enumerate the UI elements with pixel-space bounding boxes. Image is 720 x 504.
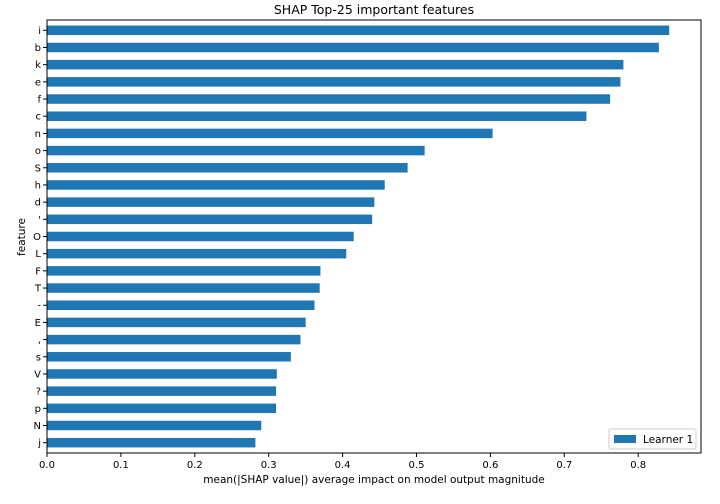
- y-tick-label: T: [34, 284, 42, 295]
- legend: Learner 1: [608, 428, 697, 450]
- bar-19: [47, 352, 291, 362]
- bar-20: [47, 369, 277, 379]
- bar-7: [47, 145, 425, 156]
- bar-4: [47, 94, 611, 104]
- legend-label: Learner 1: [643, 434, 693, 446]
- x-tick-label: 0.6: [482, 460, 498, 471]
- y-tick-label: F: [35, 266, 41, 277]
- y-tick-label: d: [35, 198, 41, 209]
- legend-swatch: [614, 435, 636, 443]
- bar-2: [47, 59, 624, 70]
- y-tick-label: E: [35, 318, 41, 329]
- x-axis-label: mean(|SHAP value|) average impact on mod…: [203, 474, 545, 486]
- bar-11: [47, 214, 373, 225]
- bar-12: [47, 231, 354, 242]
- bar-1: [47, 42, 659, 53]
- y-tick-label: i: [38, 26, 41, 37]
- chart-title: SHAP Top-25 important features: [274, 2, 474, 17]
- y-tick-label: o: [35, 146, 41, 157]
- y-tick-label: h: [35, 180, 41, 191]
- bar-18: [47, 334, 301, 345]
- bar-21: [47, 386, 277, 396]
- y-tick-label: V: [34, 369, 41, 380]
- y-tick-label: c: [36, 112, 42, 123]
- x-tick-label: 0.1: [113, 460, 129, 471]
- bar-13: [47, 248, 347, 259]
- x-axis: 0.0 0.1 0.2 0.3 0.4 0.5 0.6 0.7 0.8: [39, 453, 646, 471]
- bar-6: [47, 128, 493, 139]
- bar-5: [47, 111, 587, 121]
- bar-14: [47, 266, 321, 276]
- x-tick-label: 0.3: [261, 460, 277, 471]
- y-tick-label: f: [37, 95, 41, 106]
- bar-23: [47, 420, 262, 431]
- bar-16: [47, 300, 315, 310]
- legend-box: [608, 428, 697, 450]
- y-tick-label: p: [35, 404, 41, 415]
- x-tick-label: 0.7: [556, 460, 572, 471]
- bar-22: [47, 403, 277, 414]
- y-tick-label: ': [38, 215, 41, 226]
- y-tick-label: k: [35, 60, 41, 71]
- bar-10: [47, 197, 375, 207]
- y-tick-label: S: [35, 163, 41, 174]
- y-axis-label: feature: [16, 218, 28, 256]
- x-tick-label: 0.5: [409, 460, 425, 471]
- x-tick-label: 0.0: [39, 460, 55, 471]
- y-tick-label: ?: [36, 387, 41, 398]
- x-tick-label: 0.2: [187, 460, 203, 471]
- y-tick-label: O: [33, 232, 41, 243]
- bar-24: [47, 437, 256, 448]
- x-tick-label: 0.8: [630, 460, 646, 471]
- bar-9: [47, 180, 385, 190]
- y-tick-label: N: [34, 421, 41, 432]
- y-tick-label: j: [37, 438, 41, 449]
- bars-group: [47, 25, 670, 448]
- y-tick-label: ,: [38, 335, 41, 346]
- y-tick-label: b: [35, 43, 41, 54]
- x-tick-label: 0.4: [335, 460, 351, 471]
- bar-15: [47, 283, 320, 293]
- y-tick-label: n: [35, 129, 41, 140]
- y-tick-label: L: [35, 249, 41, 260]
- bar-0: [47, 25, 670, 36]
- bar-8: [47, 163, 408, 173]
- bar-3: [47, 77, 621, 87]
- bar-17: [47, 317, 306, 328]
- y-tick-label: e: [35, 77, 41, 88]
- y-tick-label: s: [36, 352, 41, 363]
- y-tick-label: -: [37, 301, 41, 312]
